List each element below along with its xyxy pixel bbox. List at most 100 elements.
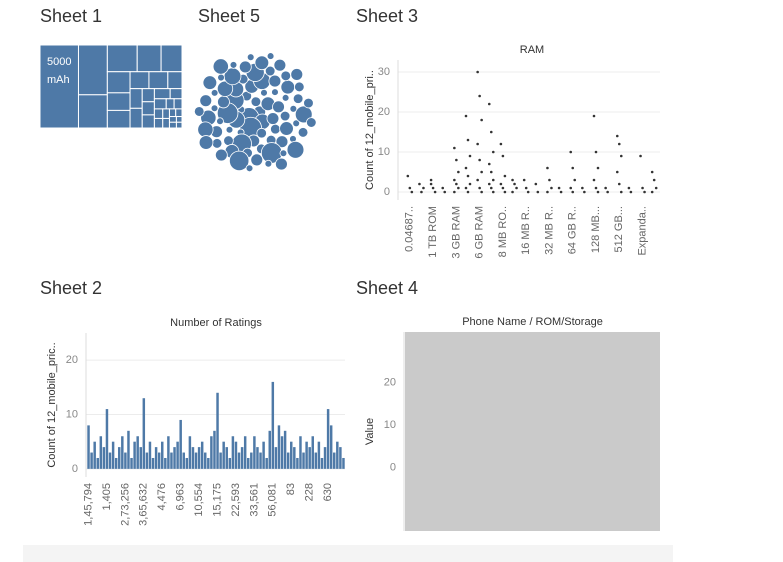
treemap-tile (129, 71, 150, 90)
bar (305, 441, 308, 469)
dot (476, 70, 479, 74)
bar (213, 430, 216, 469)
bubble (217, 73, 225, 82)
bar (286, 452, 290, 469)
bar (222, 441, 225, 469)
x-tick-label: 8 MB RO.. (497, 206, 509, 257)
dot (604, 186, 607, 190)
dot (513, 182, 516, 186)
dot (619, 154, 623, 158)
bar (90, 452, 93, 469)
bubble (250, 96, 262, 107)
dot (627, 186, 631, 190)
x-tick-label: 3 GB RAM (450, 206, 462, 259)
y-tick-label: 20 (384, 377, 396, 389)
bubble (217, 95, 230, 109)
dot (489, 186, 493, 190)
dot (443, 190, 447, 194)
dot (617, 142, 621, 146)
bubble (272, 100, 285, 114)
dot (501, 154, 505, 158)
dot (410, 190, 414, 194)
chart-title: RAM (520, 44, 544, 56)
dot (619, 190, 623, 194)
bar (342, 457, 345, 469)
y-tick-label: 10 (66, 408, 78, 420)
dot (489, 130, 493, 134)
treemap-tile (106, 92, 131, 111)
bar (268, 430, 271, 469)
bar (216, 392, 219, 469)
bar (250, 452, 253, 469)
bar (243, 436, 247, 469)
dot (453, 146, 456, 150)
bar (105, 409, 109, 469)
y-tick-label: 0 (72, 463, 78, 475)
chart-title: Number of Ratings (170, 317, 262, 329)
x-tick-label: 0.04687.. (404, 206, 416, 252)
bar (167, 436, 170, 469)
bar (130, 457, 133, 469)
bubble (280, 70, 292, 82)
dot (573, 178, 577, 182)
bar (136, 436, 139, 469)
dot (480, 190, 483, 194)
bar (240, 447, 244, 469)
y-tick-label: 0 (384, 186, 390, 198)
bar (93, 441, 96, 469)
y-tick-label: 20 (378, 106, 390, 118)
dot (420, 190, 423, 194)
bar (323, 447, 327, 469)
bubble (250, 153, 264, 167)
treemap-tile (141, 114, 155, 129)
dot (418, 182, 421, 186)
plot-area (405, 332, 660, 531)
bar (114, 457, 118, 469)
treemap-tile (129, 107, 143, 129)
x-tick-label: Expanda.. (636, 206, 648, 256)
y-tick-label: 20 (66, 354, 78, 366)
bubble (202, 75, 218, 90)
bar (102, 447, 106, 469)
bar (256, 447, 259, 469)
dot (464, 186, 468, 190)
dot (478, 158, 481, 162)
dot (583, 190, 586, 194)
dot (526, 190, 530, 194)
x-tick-label: 128 MB... (590, 206, 602, 253)
dot (639, 154, 642, 158)
bubble (303, 97, 314, 109)
bubble (286, 140, 305, 159)
bubble (264, 159, 273, 168)
bubble (198, 135, 214, 150)
bubble (246, 53, 255, 62)
bar (108, 452, 112, 469)
bubble (238, 60, 252, 74)
x-tick-label: 2,73,256 (119, 483, 131, 526)
dot (522, 178, 526, 182)
bubble (254, 55, 270, 71)
bar (329, 425, 333, 469)
dot (594, 150, 598, 154)
bar (231, 436, 235, 469)
dot (431, 186, 435, 190)
dot (491, 150, 495, 154)
treemap-tile (175, 108, 183, 118)
bar (326, 409, 330, 469)
dot (464, 114, 468, 118)
dot (629, 190, 633, 194)
y-tick-label: 10 (384, 419, 396, 431)
treemap-tile (153, 88, 171, 100)
dot (617, 182, 621, 186)
bubble (266, 112, 280, 125)
bubble (210, 104, 219, 113)
x-tick-label: 33,561 (248, 483, 260, 517)
bar (228, 457, 232, 469)
bar (176, 441, 179, 469)
dot (491, 190, 495, 194)
dot (650, 170, 654, 174)
x-tick-label: 3,65,632 (138, 483, 150, 526)
treemap-tile (77, 44, 108, 96)
treemap-tile (169, 88, 183, 100)
